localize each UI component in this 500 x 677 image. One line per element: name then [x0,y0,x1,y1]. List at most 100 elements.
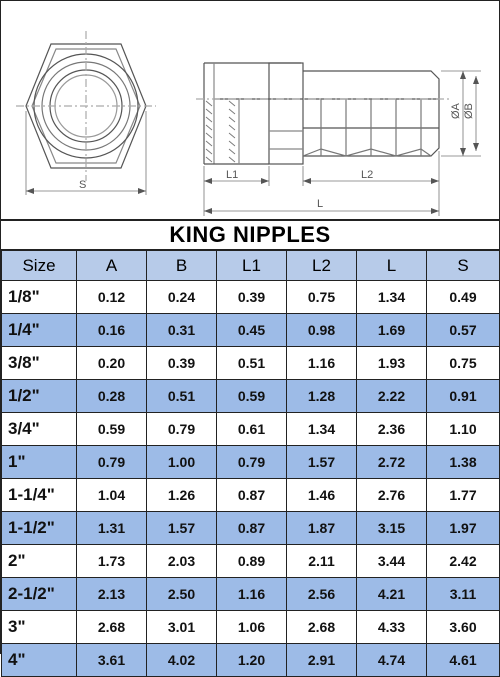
header-s: S [426,250,500,281]
cell-a: 0.28 [76,379,147,413]
cell-l: 1.93 [356,346,427,380]
cell-l1: 0.45 [216,313,287,347]
hex-end-view [16,31,156,195]
cell-l2: 2.68 [286,610,357,644]
cell-l1: 0.39 [216,280,287,314]
cell-l: 2.72 [356,445,427,479]
cell-size: 3/4" [1,412,77,446]
cell-l1: 0.51 [216,346,287,380]
technical-drawing: S L1 L2 L ØA ØB [1,1,499,221]
cell-l: 2.22 [356,379,427,413]
cell-l2: 0.75 [286,280,357,314]
cell-size: 1" [1,445,77,479]
cell-size: 3/8" [1,346,77,380]
cell-b: 0.79 [146,412,217,446]
cell-size: 1/8" [1,280,77,314]
cell-l2: 1.87 [286,511,357,545]
cell-size: 1/4" [1,313,77,347]
cell-s: 1.10 [426,412,500,446]
cell-b: 2.50 [146,577,217,611]
header-l1: L1 [216,250,287,281]
cell-l: 1.34 [356,280,427,314]
cell-l2: 2.56 [286,577,357,611]
cell-s: 0.91 [426,379,500,413]
table-row: 4" 3.61 4.02 1.20 2.91 4.74 4.61 [1,643,500,677]
cell-size: 1-1/4" [1,478,77,512]
cell-s: 0.57 [426,313,500,347]
header-l: L [356,250,427,281]
cell-a: 0.16 [76,313,147,347]
cell-s: 4.61 [426,643,500,677]
cell-b: 2.03 [146,544,217,578]
cell-l1: 0.87 [216,478,287,512]
cell-l2: 1.34 [286,412,357,446]
cell-l2: 1.16 [286,346,357,380]
table-header-row: Size A B L1 L2 L S [1,250,500,281]
cell-a: 3.61 [76,643,147,677]
cell-a: 1.04 [76,478,147,512]
cell-s: 1.38 [426,445,500,479]
table-row: 3" 2.68 3.01 1.06 2.68 4.33 3.60 [1,610,500,644]
cell-s: 1.77 [426,478,500,512]
cell-a: 0.59 [76,412,147,446]
cell-l2: 1.46 [286,478,357,512]
table-row: 3/4" 0.59 0.79 0.61 1.34 2.36 1.10 [1,412,500,446]
cell-size: 1/2" [1,379,77,413]
cell-l1: 0.59 [216,379,287,413]
table-row: 1-1/4" 1.04 1.26 0.87 1.46 2.76 1.77 [1,478,500,512]
cell-size: 2-1/2" [1,577,77,611]
cell-l2: 2.91 [286,643,357,677]
cell-l1: 1.20 [216,643,287,677]
cell-a: 2.13 [76,577,147,611]
cell-s: 1.97 [426,511,500,545]
cell-a: 0.79 [76,445,147,479]
cell-l: 4.74 [356,643,427,677]
cell-s: 3.60 [426,610,500,644]
cell-l1: 0.79 [216,445,287,479]
cell-s: 0.49 [426,280,500,314]
cell-l2: 0.98 [286,313,357,347]
cell-b: 0.24 [146,280,217,314]
cell-b: 1.00 [146,445,217,479]
table-row: 1/4" 0.16 0.31 0.45 0.98 1.69 0.57 [1,313,500,347]
cell-a: 0.20 [76,346,147,380]
header-b: B [146,250,217,281]
side-view [196,62,481,216]
cell-size: 3" [1,610,77,644]
header-a: A [76,250,147,281]
cell-l1: 1.16 [216,577,287,611]
cell-l1: 1.06 [216,610,287,644]
cell-size: 1-1/2" [1,511,77,545]
cell-l: 3.15 [356,511,427,545]
cell-b: 1.26 [146,478,217,512]
table-row: 3/8" 0.20 0.39 0.51 1.16 1.93 0.75 [1,346,500,380]
table-row: 1" 0.79 1.00 0.79 1.57 2.72 1.38 [1,445,500,479]
cell-l: 3.44 [356,544,427,578]
dimension-b-label: ØB [463,103,475,119]
cell-a: 2.68 [76,610,147,644]
table-title: KING NIPPLES [1,221,499,250]
cell-l: 2.36 [356,412,427,446]
table-row: 1/2" 0.28 0.51 0.59 1.28 2.22 0.91 [1,379,500,413]
cell-l1: 0.87 [216,511,287,545]
table-row: 1/8" 0.12 0.24 0.39 0.75 1.34 0.49 [1,280,500,314]
cell-a: 1.73 [76,544,147,578]
cell-b: 3.01 [146,610,217,644]
header-size: Size [1,250,77,281]
cell-l2: 1.57 [286,445,357,479]
cell-b: 0.31 [146,313,217,347]
cell-l: 4.33 [356,610,427,644]
dimension-s-label: S [79,179,86,191]
cell-s: 0.75 [426,346,500,380]
cell-size: 4" [1,643,77,677]
cell-b: 0.51 [146,379,217,413]
cell-b: 4.02 [146,643,217,677]
dimensions-table: Size A B L1 L2 L S 1/8" 0.12 0.24 0.39 0… [1,250,500,677]
cell-l2: 2.11 [286,544,357,578]
table-row: 2-1/2" 2.13 2.50 1.16 2.56 4.21 3.11 [1,577,500,611]
table-row: 2" 1.73 2.03 0.89 2.11 3.44 2.42 [1,544,500,578]
header-l2: L2 [286,250,357,281]
cell-l1: 0.61 [216,412,287,446]
cell-a: 0.12 [76,280,147,314]
